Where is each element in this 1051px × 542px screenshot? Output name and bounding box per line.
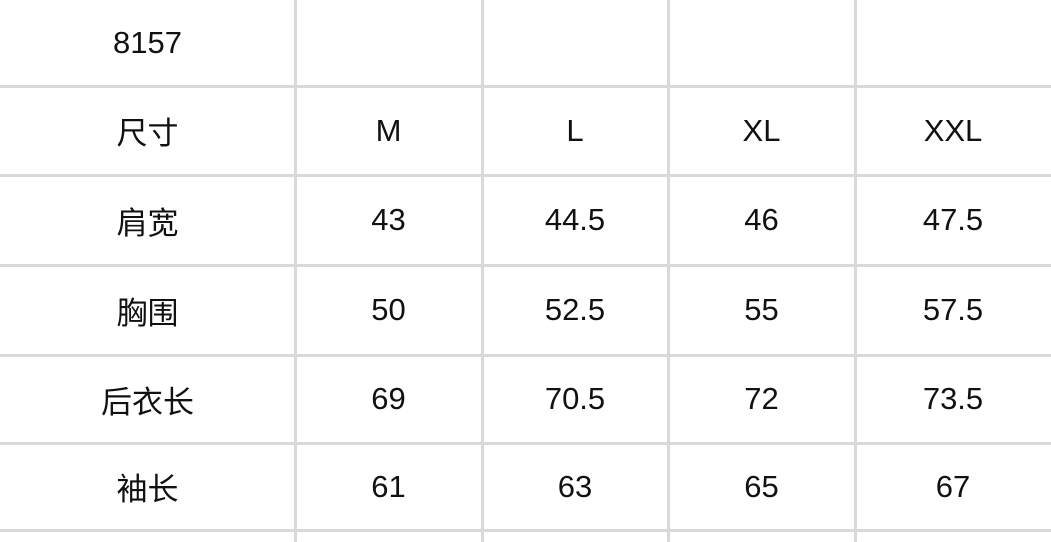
table-cell: 70.5 <box>544 381 606 416</box>
table-cell <box>855 0 1051 86</box>
table-cell: 72 <box>744 381 779 416</box>
table-cell: 63 <box>557 468 593 504</box>
grid-line-horizontal <box>0 174 1051 177</box>
table-cell: 43 <box>371 202 406 237</box>
grid-line-vertical <box>481 0 484 542</box>
table-cell: 47.5 <box>922 202 984 237</box>
table-cell: L <box>566 112 584 148</box>
table-cell: XL <box>742 112 781 148</box>
row-header-cell: 肩宽 <box>116 205 179 241</box>
grid-line-horizontal <box>0 529 1051 532</box>
grid-line-horizontal <box>0 442 1051 445</box>
table-cell <box>482 0 668 86</box>
table-cell: XXL <box>923 112 983 148</box>
row-header-cell: 后衣长 <box>101 384 194 420</box>
table-cell: 69 <box>371 381 406 416</box>
row-header-cell: 8157 <box>113 25 182 60</box>
grid-line-vertical <box>294 0 297 542</box>
table-cell: 57.5 <box>922 292 984 327</box>
table-cell: 44.5 <box>544 202 606 237</box>
grid-line-vertical <box>854 0 857 542</box>
row-header-cell: 尺寸 <box>116 116 179 151</box>
grid-line-horizontal <box>0 264 1051 267</box>
grid-line-horizontal <box>0 85 1051 88</box>
table-cell: 46 <box>744 202 779 237</box>
table-cell: 55 <box>744 292 779 327</box>
grid-line-vertical <box>667 0 670 542</box>
table-cell: 67 <box>935 468 971 504</box>
row-header-cell: 袖长 <box>116 472 179 507</box>
table-cell <box>295 0 482 86</box>
table-cell: 50 <box>371 292 406 327</box>
grid-line-horizontal <box>0 354 1051 357</box>
table-cell: 65 <box>744 468 779 504</box>
table-cell <box>668 0 855 86</box>
row-header-cell: 胸围 <box>116 295 179 331</box>
table-cell: 52.5 <box>544 292 606 327</box>
table-cell: 61 <box>371 468 406 504</box>
table-cell: 73.5 <box>922 381 984 416</box>
table-cell: M <box>375 112 402 148</box>
